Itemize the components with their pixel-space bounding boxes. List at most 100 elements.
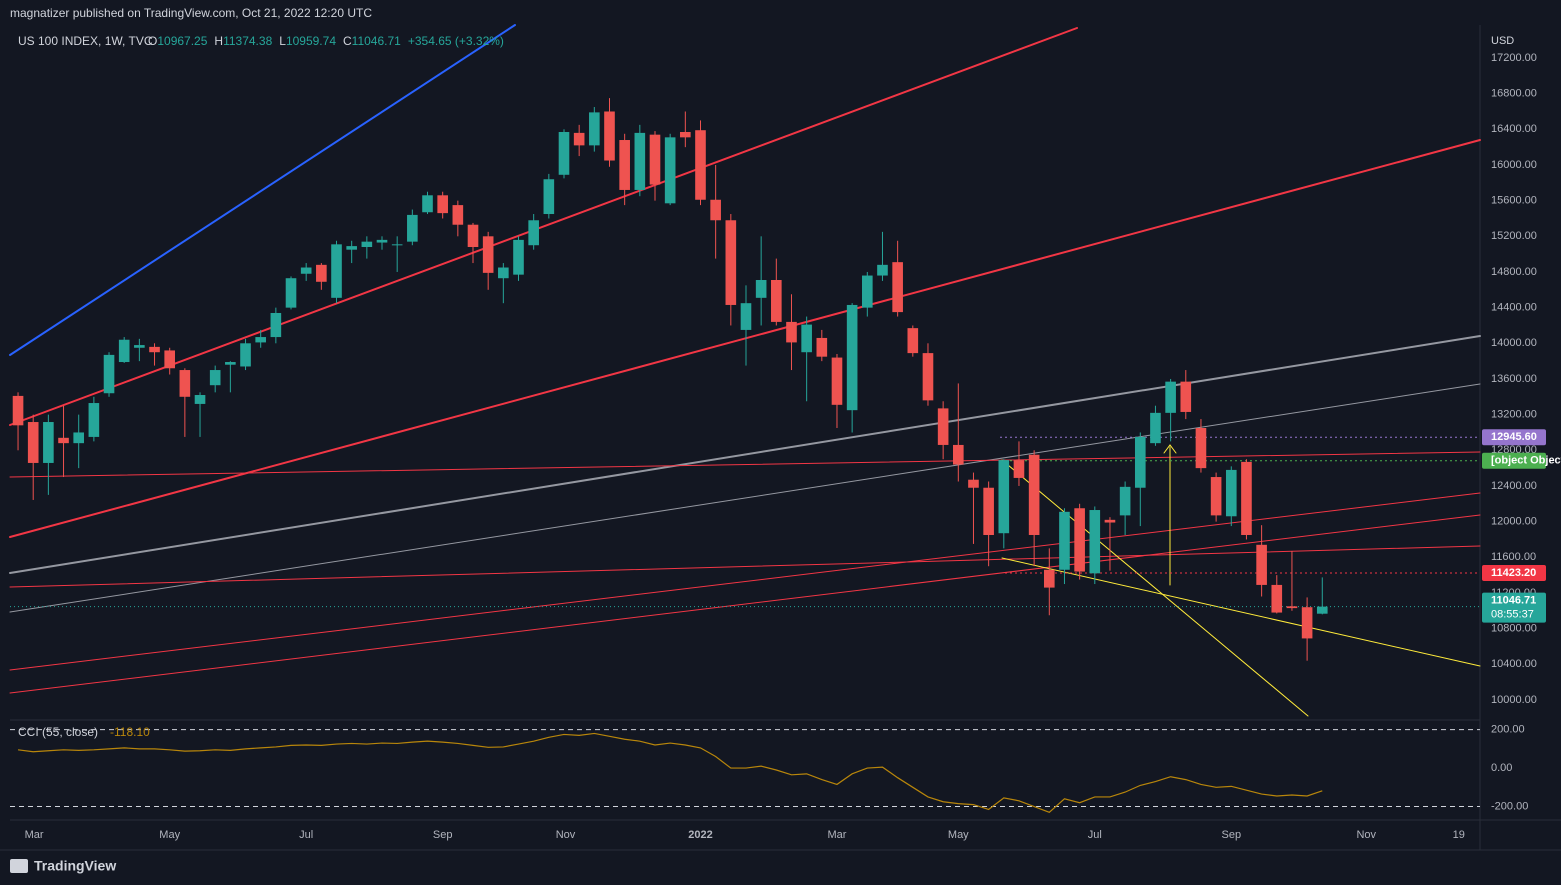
candle-body	[1119, 486, 1131, 516]
cci-value: -118.10	[110, 725, 150, 739]
candle-body	[27, 422, 39, 463]
candle-body	[452, 205, 464, 225]
candle-body	[12, 395, 24, 426]
x-tick-label: Mar	[25, 829, 44, 841]
candle-body	[892, 262, 903, 313]
y-tick-label: 16400.00	[1491, 123, 1537, 135]
candle-body	[164, 350, 176, 369]
trend-line	[9, 139, 1481, 538]
trend-line	[9, 27, 1078, 426]
y-tick-label: 10400.00	[1491, 658, 1537, 670]
candle-body	[755, 279, 767, 298]
y-tick-label: 17200.00	[1491, 52, 1537, 64]
candle-body	[482, 236, 494, 273]
trend-line	[9, 545, 1481, 588]
candle-body	[1180, 381, 1192, 412]
x-tick-label: Mar	[828, 829, 847, 841]
y-tick-label: 10800.00	[1491, 623, 1537, 635]
symbol: US 100 INDEX, 1W, TVC	[18, 34, 153, 48]
candle-body	[725, 220, 737, 305]
candle-body	[998, 460, 1010, 534]
candle-body	[786, 321, 797, 343]
ohlc-letter: L	[279, 34, 286, 48]
candle-body	[1134, 436, 1146, 488]
candle-body	[1301, 607, 1313, 639]
candle-body	[1043, 569, 1055, 588]
trend-line	[9, 492, 1481, 671]
x-tick-label: May	[159, 829, 180, 841]
candle-body	[376, 239, 388, 243]
candle-body	[740, 303, 752, 330]
candle-body	[149, 346, 160, 353]
candle-body	[922, 353, 934, 401]
cci-line	[17, 732, 1323, 813]
ohlc-value: 10967.25	[157, 34, 207, 48]
currency: USD	[1491, 35, 1514, 47]
candle-body	[862, 275, 873, 308]
price-label: 11423.20	[1491, 567, 1536, 579]
x-tick-label: May	[948, 829, 969, 841]
candle-body	[1256, 544, 1267, 585]
ohlc-letter: O	[148, 34, 157, 48]
candle-body	[240, 343, 251, 367]
candle-body	[498, 267, 509, 279]
candle-body	[907, 328, 919, 354]
last-price-box	[1482, 592, 1546, 623]
ohlc-letter: H	[214, 34, 223, 48]
candle-body	[619, 140, 630, 190]
candle-body	[710, 199, 721, 221]
trend-line	[9, 451, 1481, 478]
candle-body	[391, 244, 403, 246]
candle-body	[331, 244, 342, 298]
candle-body	[589, 112, 600, 146]
candle-body	[952, 444, 964, 465]
y-tick-label: 12400.00	[1491, 480, 1537, 492]
price-label: [object Object]	[1491, 455, 1561, 467]
publisher-line: magnatizer published on TradingView.com,…	[10, 6, 372, 20]
cci-tick-label: 0.00	[1491, 762, 1512, 774]
candle-body	[634, 132, 646, 190]
y-tick-label: 10000.00	[1491, 694, 1537, 706]
ohlc-value: 10959.74	[286, 34, 336, 48]
trend-lines	[9, 24, 1481, 717]
candle-body	[816, 337, 828, 357]
candle-body	[73, 432, 85, 444]
candle-body	[467, 224, 479, 248]
candles	[12, 98, 1328, 661]
candle-body	[43, 422, 54, 463]
x-tick-label: Nov	[556, 829, 576, 841]
x-tick-label: Jul	[1088, 829, 1102, 841]
candle-body	[513, 239, 524, 275]
candle-body	[118, 339, 130, 363]
candle-body	[831, 357, 843, 405]
candle-body	[407, 214, 418, 242]
candle-body	[1316, 606, 1328, 614]
candle-body	[528, 220, 539, 246]
candle-body	[300, 267, 312, 274]
price-label-box	[1482, 565, 1546, 582]
last-price: 11046.71	[1491, 595, 1536, 607]
candle-body	[573, 132, 585, 146]
cci-tick-label: -200.00	[1491, 800, 1528, 812]
brand-logo	[10, 859, 28, 873]
candle-body	[877, 264, 888, 276]
trend-line	[1001, 459, 1309, 717]
change: +354.65 (+3.32%)	[408, 34, 504, 48]
trend-line	[9, 335, 1481, 574]
candle-body	[1104, 519, 1116, 523]
price-label: 12945.60	[1491, 431, 1537, 443]
ohlc-value: 11374.38	[223, 34, 272, 48]
candle-body	[437, 195, 448, 214]
ohlc-value: 11046.71	[352, 34, 401, 48]
y-tick-label: 13600.00	[1491, 373, 1537, 385]
trend-line	[9, 24, 516, 356]
price-label-box	[1482, 452, 1546, 469]
y-tick-label: 15200.00	[1491, 230, 1537, 242]
y-tick-label: 11600.00	[1491, 551, 1536, 563]
candle-body	[664, 137, 676, 204]
candle-body	[58, 437, 69, 444]
candle-body	[422, 195, 433, 213]
candle-body	[270, 312, 282, 338]
trend-line	[9, 514, 1481, 694]
